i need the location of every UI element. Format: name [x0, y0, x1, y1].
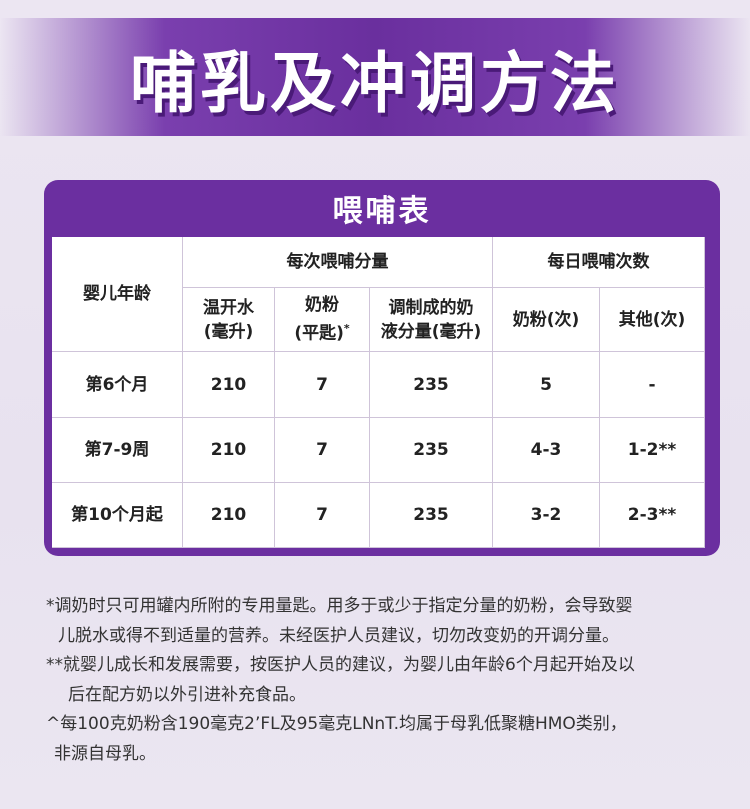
note-line: *调奶时只可用罐内所附的专用量匙。用多于或少于指定分量的奶粉，会导致婴: [46, 596, 633, 616]
table-cell: 2-3**: [600, 483, 705, 548]
table-title: 喂哺表: [332, 194, 432, 229]
table-cell: 每次喂哺分量: [183, 237, 493, 288]
cell-text: 1-2**: [627, 440, 677, 460]
table-cell: 210: [183, 352, 275, 418]
cell-text: 210: [210, 440, 247, 460]
header-text: 其他(次): [618, 309, 686, 330]
header-text: (平匙)*: [294, 322, 350, 344]
table-cell: 婴儿年龄: [52, 237, 183, 352]
table-cell: 奶粉 (平匙)*: [275, 288, 370, 352]
header-text: 液分量(毫升): [380, 321, 482, 342]
cell-text: 7: [316, 505, 328, 525]
header-text: 调制成的奶: [388, 297, 474, 318]
header-text: 奶粉(次): [512, 309, 580, 330]
table-cell: 第10个月起: [52, 483, 183, 548]
header-text: 每次喂哺分量: [286, 252, 389, 272]
table-cell: 1-2**: [600, 418, 705, 483]
table-cell: 7: [275, 483, 370, 548]
header-text: 婴儿年龄: [83, 284, 151, 304]
table-cell: 235: [370, 483, 493, 548]
header-text: (毫升): [203, 321, 254, 342]
table-cell: 其他(次): [600, 288, 705, 352]
page-title: 哺乳及冲调方法: [130, 45, 620, 122]
cell-text: 3-2: [530, 505, 562, 525]
table-cell: 每日喂哺次数: [493, 237, 705, 288]
header-text: 每日喂哺次数: [547, 252, 650, 272]
table: 婴儿年龄 每次喂哺分量 每日喂哺次数温开水 (毫升) 奶粉 (平匙)* 调制成的奶液分量(毫…: [52, 237, 705, 548]
table-cell: 5: [493, 352, 600, 418]
cell-text: 第10个月起: [71, 505, 163, 525]
table-cell: 7: [275, 352, 370, 418]
table-cell: 第7-9周: [52, 418, 183, 483]
cell-text: 210: [210, 505, 247, 525]
cell-text: 7: [316, 440, 328, 460]
footnote-mark: *: [343, 322, 350, 336]
table-cell: 7: [275, 418, 370, 483]
cell-text: 210: [210, 374, 247, 395]
table-cell: 210: [183, 483, 275, 548]
cell-text: 5: [540, 374, 552, 395]
note-line: 后在配方奶以外引进补充食品。: [68, 684, 306, 705]
cell-text: 4-3: [530, 440, 562, 460]
cell-text: 235: [413, 440, 449, 460]
header-text: 奶粉: [305, 295, 339, 316]
banner: [0, 18, 750, 136]
note-line: 非源自母乳。: [54, 743, 156, 764]
note-line: **就婴儿成长和发展需要，按医护人员的建议，为婴儿由年龄6个月起开始及以: [46, 655, 635, 675]
cell-text: 第6个月: [85, 374, 149, 395]
table-cell: -: [600, 352, 705, 418]
table-cell: 210: [183, 418, 275, 483]
table-cell: 奶粉(次): [493, 288, 600, 352]
table-cell: 235: [370, 352, 493, 418]
cell-text: -: [648, 374, 656, 395]
table-cell: 温开水 (毫升): [183, 288, 275, 352]
cell-text: 235: [413, 374, 449, 395]
cell-text: 2-3**: [627, 505, 677, 525]
table-cell: 调制成的奶液分量(毫升): [370, 288, 493, 352]
note-line: 儿脱水或得不到适量的营养。未经医护人员建议，切勿改变奶的开调分量。: [58, 625, 619, 646]
table-cell: 第6个月: [52, 352, 183, 418]
header-text: 温开水: [203, 297, 254, 318]
notes: *调奶时只可用罐内所附的专用量匙。用多于或少于指定分量的奶粉，会导致婴 儿脱水或得…: [46, 592, 635, 769]
table-cell: 3-2: [493, 483, 600, 548]
cell-text: 7: [316, 374, 328, 395]
table-cell: 4-3: [493, 418, 600, 483]
cell-text: 第7-9周: [84, 440, 150, 460]
cell-text: 235: [413, 505, 449, 525]
note-line: ^每100克奶粉含190毫克2’FL及95毫克LNnT.均属于母乳低聚糖HMO类…: [46, 714, 627, 734]
table-cell: 235: [370, 418, 493, 483]
